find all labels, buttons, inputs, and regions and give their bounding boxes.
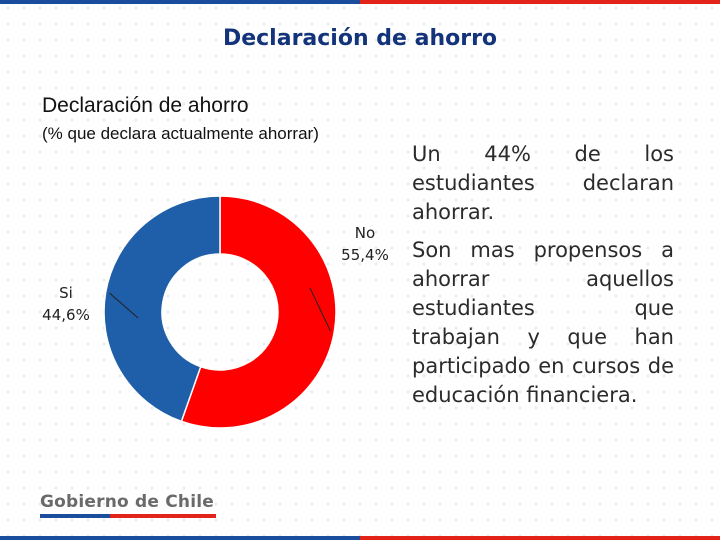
top-flag-bar [0, 0, 720, 12]
slice-label-si: Si [59, 284, 73, 302]
summary-paragraph: Un 44% de los estudiantes declaran ahorr… [412, 142, 674, 224]
slice-label-no: No [355, 224, 375, 242]
chart-title: Declaración de ahorro [42, 94, 249, 117]
bottom-bar-red [360, 536, 720, 540]
page-title: Declaración de ahorro [222, 26, 498, 51]
bottom-flag-bar [0, 536, 720, 540]
slice-value-no: 55,4% [341, 246, 389, 264]
footer-bar-blue [40, 514, 110, 518]
detail-paragraph: Son mas propensos a ahorrar aquellos est… [412, 238, 674, 407]
chart-subtitle: (% que declara actualmente ahorrar) [42, 124, 319, 143]
donut-chart: No 55,4% Si 44,6% [42, 195, 389, 429]
top-bar-blue [0, 0, 360, 4]
footer-flag-bar [40, 514, 216, 518]
leader-line-si [109, 292, 139, 319]
leader-line-no [309, 287, 331, 332]
slice-value-si: 44,6% [42, 306, 90, 324]
top-bar-red [360, 0, 720, 4]
gobierno-logo-text: Gobierno de Chile [40, 492, 215, 512]
slice-si [103, 195, 221, 423]
footer-bar-red [110, 514, 216, 518]
bottom-bar-blue [0, 536, 360, 540]
